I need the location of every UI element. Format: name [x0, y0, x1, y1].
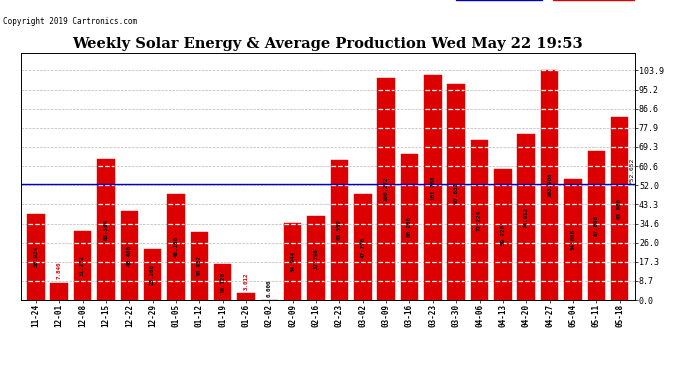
Text: *52.652: *52.652	[0, 374, 1, 375]
Bar	[354, 194, 371, 300]
Text: 83.000: 83.000	[617, 198, 622, 219]
Text: 38.924: 38.924	[33, 246, 39, 267]
Text: 66.208: 66.208	[407, 216, 412, 237]
Text: 3.012: 3.012	[244, 273, 248, 290]
Text: 101.780: 101.780	[431, 175, 435, 200]
Bar	[471, 140, 489, 300]
Text: 23.200: 23.200	[150, 264, 155, 285]
Text: 67.608: 67.608	[594, 215, 599, 236]
Bar	[237, 293, 255, 300]
Bar	[494, 169, 511, 300]
Bar	[190, 232, 208, 300]
Text: 40.408: 40.408	[127, 245, 132, 266]
Text: 34.944: 34.944	[290, 251, 295, 272]
Text: 48.160: 48.160	[173, 236, 179, 257]
Bar	[564, 179, 582, 300]
Text: 37.796: 37.796	[313, 248, 319, 269]
Bar	[74, 231, 91, 300]
Bar	[214, 264, 231, 300]
Text: 16.128: 16.128	[220, 272, 225, 292]
Bar	[447, 84, 465, 300]
Bar	[50, 283, 68, 300]
Text: 97.632: 97.632	[453, 182, 459, 203]
Bar	[167, 194, 185, 300]
Bar	[518, 135, 535, 300]
Text: 30.912: 30.912	[197, 255, 202, 276]
Bar	[611, 117, 629, 300]
Bar	[27, 214, 45, 300]
Title: Weekly Solar Energy & Average Production Wed May 22 19:53: Weekly Solar Energy & Average Production…	[72, 38, 583, 51]
Text: 74.912: 74.912	[524, 207, 529, 228]
Bar	[121, 211, 138, 300]
Text: 31.272: 31.272	[80, 255, 85, 276]
Bar	[587, 151, 605, 300]
Bar	[144, 249, 161, 300]
Text: 103.908: 103.908	[547, 173, 552, 198]
Bar	[307, 216, 325, 300]
Bar	[541, 70, 558, 300]
Bar	[331, 159, 348, 300]
Text: *52.652: *52.652	[629, 158, 634, 184]
Text: 0.000: 0.000	[267, 279, 272, 297]
Bar	[377, 78, 395, 300]
Text: 63.584: 63.584	[104, 219, 108, 240]
Bar	[401, 154, 418, 300]
Text: 54.668: 54.668	[571, 229, 575, 250]
Text: 59.220: 59.220	[500, 224, 505, 245]
Text: 63.552: 63.552	[337, 219, 342, 240]
Text: Copyright 2019 Cartronics.com: Copyright 2019 Cartronics.com	[3, 17, 137, 26]
Bar	[97, 159, 115, 300]
Text: 47.776: 47.776	[360, 237, 365, 258]
Bar	[424, 75, 442, 300]
Text: 100.272: 100.272	[384, 177, 388, 201]
Text: 72.224: 72.224	[477, 210, 482, 231]
Text: 7.840: 7.840	[57, 262, 61, 279]
Bar	[284, 223, 302, 300]
